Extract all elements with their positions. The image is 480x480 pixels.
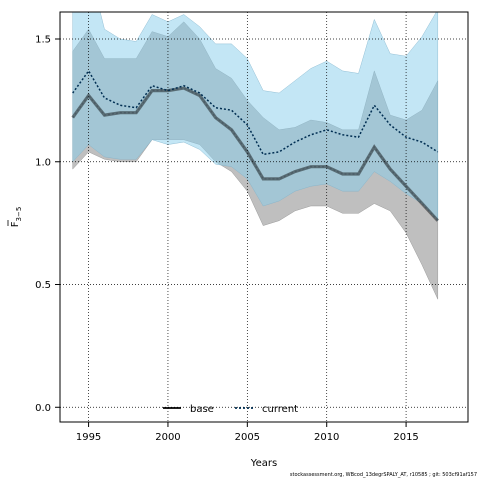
band-current: [72, 12, 438, 222]
x-tick-label: 2015: [393, 432, 418, 443]
footer-credit: stockassessment.org, WBcod_13degrSPALY_A…: [289, 472, 477, 478]
y-tick-label: 1.5: [35, 35, 51, 46]
confidence-bands: [72, 12, 438, 300]
y-axis: 0.0 0.5 1.0 1.5: [35, 35, 60, 414]
series-lines: [71, 69, 439, 222]
legend-label-current: current: [262, 404, 298, 415]
y-axis-title: F3−5: [7, 207, 23, 228]
legend-label-base: base: [190, 404, 214, 415]
y-axis-title-sub: 3−5: [15, 207, 23, 222]
grid-lines: [60, 12, 468, 422]
y-tick-label: 0.0: [35, 403, 51, 414]
x-tick-label: 2000: [155, 432, 180, 443]
plot-frame: [59, 11, 469, 423]
x-axis-title: Years: [250, 458, 277, 469]
y-tick-label: 0.5: [35, 280, 51, 291]
legend: base current: [163, 404, 298, 415]
y-tick-label: 1.0: [35, 157, 51, 168]
series-line-current: [72, 69, 439, 156]
svg-text:F3−5: F3−5: [10, 207, 23, 228]
x-tick-label: 2005: [235, 432, 260, 443]
y-axis-title-main: F: [10, 221, 21, 227]
x-tick-label: 2010: [314, 432, 339, 443]
plot-area: [60, 12, 468, 422]
x-axis: 1995 2000 2005 2010 2015: [76, 422, 419, 443]
x-tick-label: 1995: [76, 432, 101, 443]
series-line-base: [72, 87, 439, 222]
